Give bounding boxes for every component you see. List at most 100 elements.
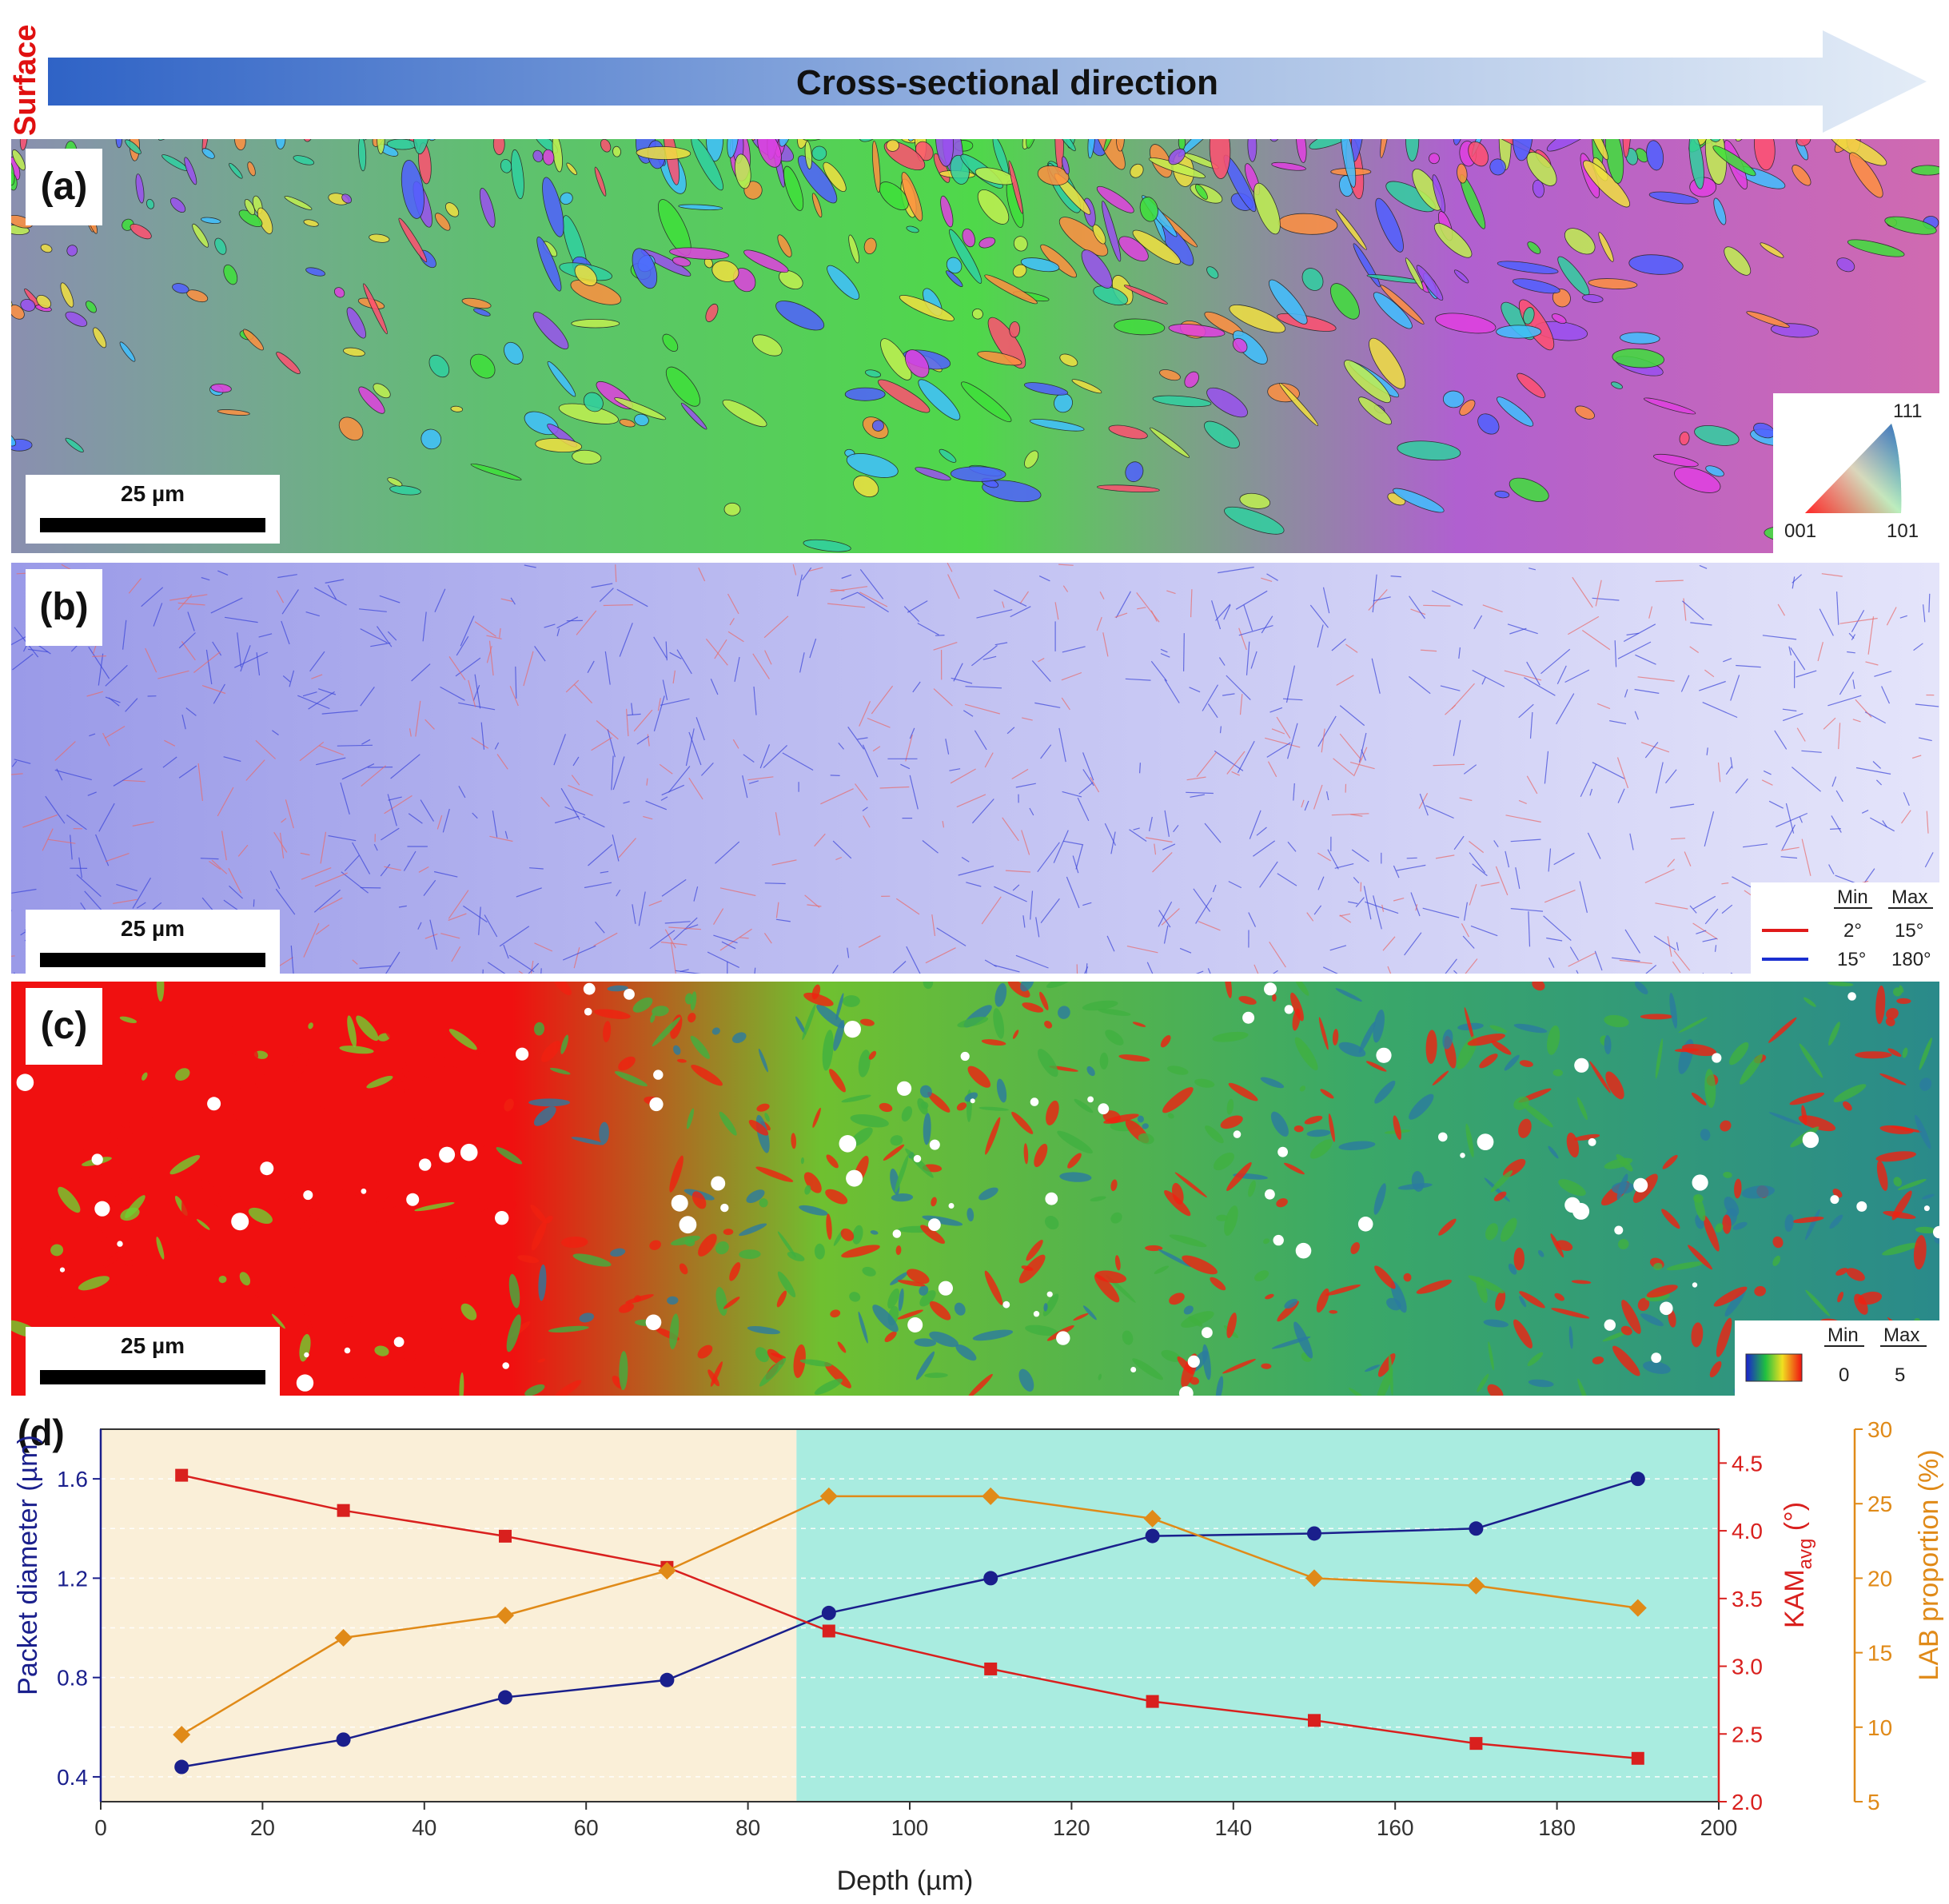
boundary-segment [420, 799, 435, 822]
boundary-segment [1246, 641, 1250, 675]
boundary-segment [1139, 763, 1141, 774]
ipf-grain [1232, 337, 1248, 353]
boundary-segment [1163, 925, 1169, 944]
boundary-segment [359, 608, 387, 612]
boundary-segment [340, 782, 350, 815]
misorientation-legend-graphic: Min Max 2° 15° 15° 180° [1762, 886, 1933, 970]
kam-speck [1228, 1082, 1258, 1101]
kam-speck [1879, 1073, 1907, 1085]
kam-speck [1919, 1038, 1932, 1070]
kam-speck [905, 1148, 934, 1178]
boundary-segment [1528, 911, 1531, 947]
ipf-grain [1453, 269, 1469, 284]
boundary-segment [1792, 576, 1796, 589]
kam-speck [1612, 1345, 1640, 1376]
kam-void [843, 1021, 861, 1038]
kam-speck [759, 1358, 787, 1387]
kam-speck [607, 985, 628, 992]
kam-point [1146, 1695, 1159, 1708]
ipf-grain [1509, 477, 1549, 502]
boundary-segment [500, 598, 513, 603]
ipf-grain [242, 329, 264, 351]
boundary-segment [1796, 727, 1806, 742]
kam-void [649, 1097, 664, 1112]
right-axis-title-lab: LAB proportion (%) [1914, 1449, 1944, 1680]
kam-void [1277, 1146, 1288, 1157]
legend-hab-min: 15° [1837, 949, 1866, 970]
kam-speck [1335, 988, 1362, 1002]
boundary-segment [1626, 632, 1640, 635]
kam-speck [1416, 1279, 1453, 1294]
kam-speck [1729, 1042, 1749, 1066]
kam-speck [1067, 1153, 1082, 1169]
kam-speck [862, 1266, 876, 1277]
ipf-grain [858, 139, 882, 142]
kam-point [1469, 1737, 1483, 1751]
boundary-segment [1617, 788, 1625, 803]
boundary-segment [1665, 769, 1677, 784]
kam-speck [1688, 1245, 1713, 1270]
kam-speck [777, 1231, 797, 1258]
boundary-segment [1743, 843, 1768, 848]
kam-speck [795, 1016, 807, 1035]
kam-speck [1668, 1309, 1676, 1328]
kam-speck [840, 1228, 855, 1241]
boundary-segment [1693, 895, 1716, 910]
boundary-map-image [11, 563, 1939, 974]
boundary-segment [1029, 807, 1034, 816]
boundary-segment [429, 919, 438, 950]
kam-speck [169, 1080, 182, 1095]
boundary-segment [1410, 608, 1426, 615]
boundary-segment [661, 784, 685, 796]
boundary-segment [1361, 749, 1366, 761]
boundary-segment [936, 927, 967, 946]
boundary-segment [1481, 882, 1500, 886]
boundary-segment [132, 877, 152, 909]
ipf-grain [1125, 461, 1144, 483]
kam-speck [347, 1015, 357, 1048]
kam-title-sub: avg [1795, 1539, 1816, 1570]
kam-speck [1617, 1238, 1629, 1250]
boundary-segment [1838, 723, 1841, 750]
kam-speck [672, 1045, 681, 1055]
boundary-segment [696, 717, 705, 741]
arrow-label: Cross-sectional direction [796, 63, 1218, 102]
kam-speck [1532, 982, 1545, 991]
ipf-grain [751, 139, 760, 141]
boundary-segment [86, 691, 104, 697]
boundary-segment [1082, 769, 1094, 787]
kam-speck [897, 1280, 926, 1287]
boundary-segment [560, 787, 580, 820]
ipf-grain [711, 260, 739, 282]
ipf-grain [1735, 139, 1753, 142]
lab-point [1467, 1576, 1485, 1595]
ipf-grain [1679, 431, 1690, 446]
boundary-segment [1861, 810, 1869, 814]
kam-speck [104, 1177, 141, 1199]
kam-speck [282, 1118, 292, 1132]
boundary-segment [956, 794, 986, 808]
ipf-grain [1532, 179, 1544, 198]
boundary-segment [27, 648, 49, 653]
ipf-grain [470, 353, 496, 379]
kam-speck [1265, 1293, 1274, 1300]
ipf-grain [1468, 141, 1489, 167]
boundary-segment [1576, 970, 1579, 974]
kam-speck [1183, 1305, 1194, 1315]
boundary-segment [1913, 643, 1923, 651]
boundary-segment [1099, 592, 1105, 599]
boundary-segment [105, 853, 130, 862]
boundary-segment [276, 590, 285, 603]
ipf-grain [450, 405, 464, 412]
boundary-segment [54, 769, 92, 781]
boundary-segment [478, 906, 481, 935]
boundary-segment [1831, 776, 1837, 787]
boundary-segment [591, 583, 613, 588]
kam-speck [1882, 1242, 1919, 1256]
boundary-segment [771, 859, 797, 866]
kam-speck [92, 1226, 109, 1245]
boundary-segment [643, 815, 653, 820]
boundary-segment [370, 642, 391, 647]
ipf-grain [536, 236, 562, 292]
kam-speck [464, 1049, 491, 1081]
